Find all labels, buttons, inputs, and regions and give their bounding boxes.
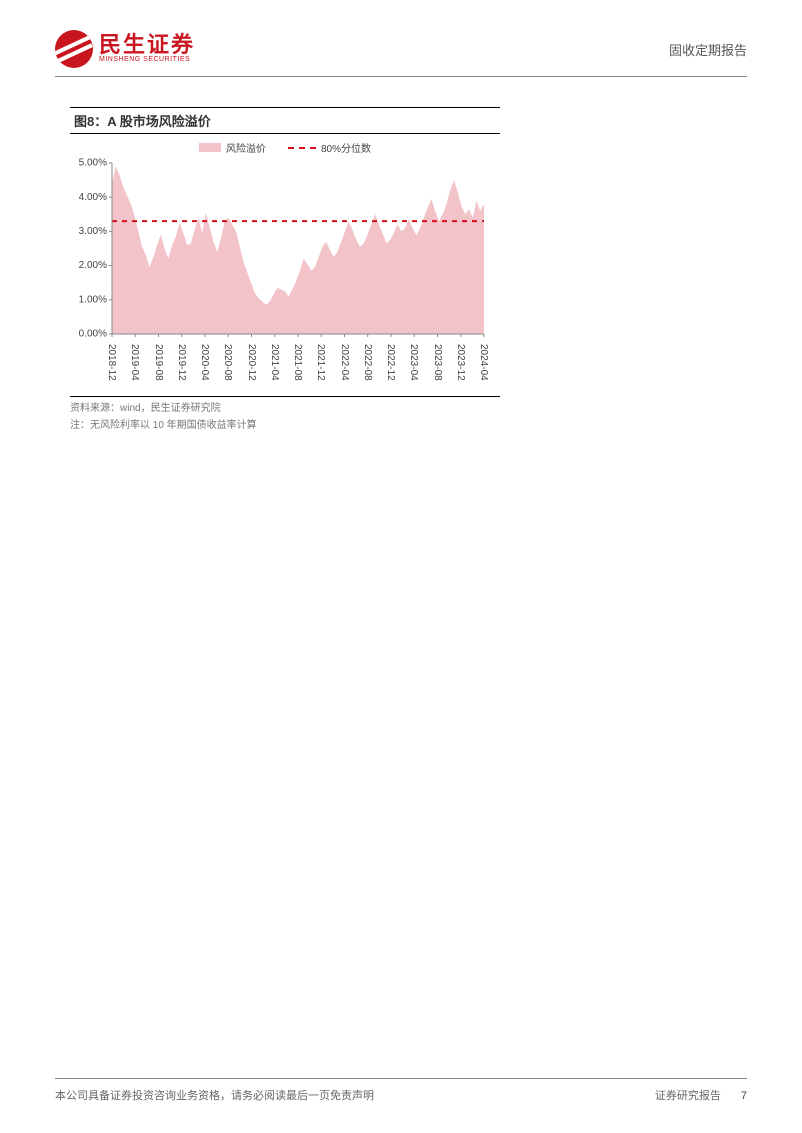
x-tick-label: 2019-04 — [129, 344, 140, 381]
x-tick-label: 2023-08 — [432, 344, 443, 381]
x-tick-label: 2021-04 — [269, 344, 280, 381]
x-tick-label: 2019-08 — [153, 344, 164, 381]
figure-source: 资料来源：wind，民生证券研究院 — [70, 400, 500, 417]
footer-disclaimer: 本公司具备证券投资咨询业务资格，请务必阅读最后一页免责声明 — [55, 1087, 374, 1103]
svg-text:4.00%: 4.00% — [79, 192, 107, 203]
brand-logo-text-en: MINSHENG SECURITIES — [99, 56, 195, 64]
svg-text:0.00%: 0.00% — [79, 329, 107, 340]
x-tick-label: 2023-04 — [408, 344, 419, 381]
legend-swatch-area-icon — [199, 143, 221, 152]
legend-label-dash: 80%分位数 — [321, 140, 371, 155]
x-tick-label: 2022-12 — [385, 344, 396, 381]
report-type-label: 固收定期报告 — [669, 40, 747, 59]
x-tick-label: 2021-12 — [315, 344, 326, 381]
svg-text:2.00%: 2.00% — [79, 260, 107, 271]
legend-item-area: 风险溢价 — [199, 140, 266, 155]
figure-block: 图8：A 股市场风险溢价 风险溢价 80%分位数 0.00% 1.00% 2.00%… — [70, 107, 500, 434]
x-tick-label: 2024-04 — [478, 344, 489, 381]
x-tick-label: 2018-12 — [106, 344, 117, 381]
x-tick-label: 2020-08 — [222, 344, 233, 381]
x-tick-label: 2022-04 — [339, 344, 350, 381]
page-number: 7 — [741, 1090, 747, 1102]
brand-logo-mark-icon — [55, 30, 93, 68]
svg-text:1.00%: 1.00% — [79, 294, 107, 305]
x-tick-label: 2020-12 — [246, 344, 257, 381]
footer-report-label: 证券研究报告 — [655, 1087, 721, 1103]
figure-note: 注：无风险利率以 10 年期国债收益率计算 — [70, 417, 500, 434]
brand-logo: 民生证券 MINSHENG SECURITIES — [55, 30, 195, 68]
chart-plot: 0.00% 1.00% 2.00% 3.00% 4.00% 5.00% — [70, 157, 500, 342]
page-footer: 本公司具备证券投资咨询业务资格，请务必阅读最后一页免责声明 证券研究报告 7 — [55, 1078, 747, 1103]
chart-wrapper: 风险溢价 80%分位数 0.00% 1.00% 2.00% 3.00% 4.00% 5.0… — [70, 134, 500, 396]
figure-title-bar: 图8：A 股市场风险溢价 — [70, 107, 500, 134]
x-tick-label: 2022-08 — [362, 344, 373, 381]
page-header: 民生证券 MINSHENG SECURITIES 固收定期报告 — [55, 0, 747, 77]
svg-text:5.00%: 5.00% — [79, 158, 107, 169]
figure-title: A 股市场风险溢价 — [107, 114, 211, 129]
x-tick-label: 2023-12 — [455, 344, 466, 381]
svg-text:3.00%: 3.00% — [79, 226, 107, 237]
chart-legend: 风险溢价 80%分位数 — [70, 140, 500, 155]
page-content: 图8：A 股市场风险溢价 风险溢价 80%分位数 0.00% 1.00% 2.00%… — [0, 77, 802, 434]
legend-item-dash: 80%分位数 — [288, 140, 371, 155]
chart-x-labels: 2018-12 2019-04 2019-08 2019-12 2020-04 2020-… — [70, 342, 490, 396]
x-tick-label: 2021-08 — [292, 344, 303, 381]
legend-label-area: 风险溢价 — [226, 140, 266, 155]
brand-logo-text-cn: 民生证券 — [99, 34, 195, 56]
figure-footnotes: 资料来源：wind，民生证券研究院 注：无风险利率以 10 年期国债收益率计算 — [70, 396, 500, 434]
x-tick-label: 2019-12 — [176, 344, 187, 381]
figure-number: 图8： — [74, 114, 107, 129]
x-tick-label: 2020-04 — [199, 344, 210, 381]
legend-swatch-dash-icon — [288, 147, 316, 149]
